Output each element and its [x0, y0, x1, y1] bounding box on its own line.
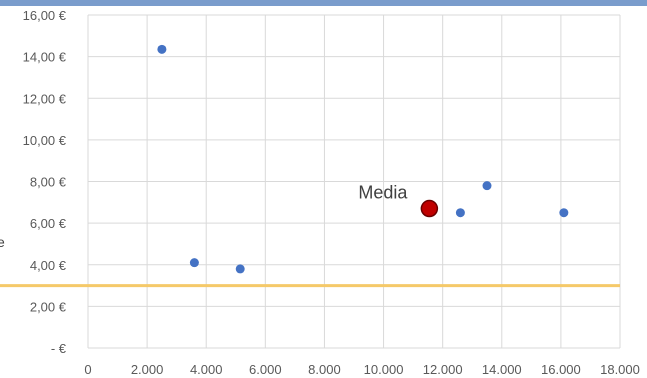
y-tick-label: 12,00 €: [23, 91, 67, 106]
y-tick-label: 14,00 €: [23, 50, 67, 65]
data-point: [189, 258, 199, 268]
y-tick-label: - €: [51, 341, 67, 356]
x-tick-label: 8.000: [308, 362, 341, 377]
media-point: [420, 199, 439, 218]
top-accent-bar: [0, 0, 647, 6]
x-tick-label: 0: [84, 362, 91, 377]
grid: [88, 14, 621, 348]
y-tick-label: 8,00 €: [30, 175, 67, 190]
data-point: [455, 208, 465, 218]
data-point: [482, 181, 492, 191]
x-tick-label: 16.000: [541, 362, 581, 377]
y-tick-label: 6,00 €: [30, 216, 67, 231]
x-tick-label: 6.000: [249, 362, 282, 377]
data-point: [559, 208, 569, 218]
x-tick-label: 14.000: [482, 362, 522, 377]
clipped-text-fragment: e: [0, 234, 5, 250]
y-tick-label: 16,00 €: [23, 8, 67, 23]
y-tick-label: 2,00 €: [30, 299, 67, 314]
x-tick-label: 10.000: [364, 362, 404, 377]
x-tick-label: 2.000: [131, 362, 164, 377]
data-points: [157, 44, 569, 274]
x-tick-label: 4.000: [190, 362, 223, 377]
x-tick-label: 18.000: [600, 362, 640, 377]
x-tick-label: 12.000: [423, 362, 463, 377]
data-point: [235, 264, 245, 274]
y-tick-label: 4,00 €: [30, 258, 67, 273]
axes: - € 2,00 € 4,00 € 6,00 € 8,00 € 10,00 € 12,00 …: [23, 8, 640, 377]
media-label: Media: [358, 183, 408, 203]
data-point: [157, 44, 167, 54]
highlight-layer: Media: [358, 183, 439, 218]
y-tick-label: 10,00 €: [23, 133, 67, 148]
